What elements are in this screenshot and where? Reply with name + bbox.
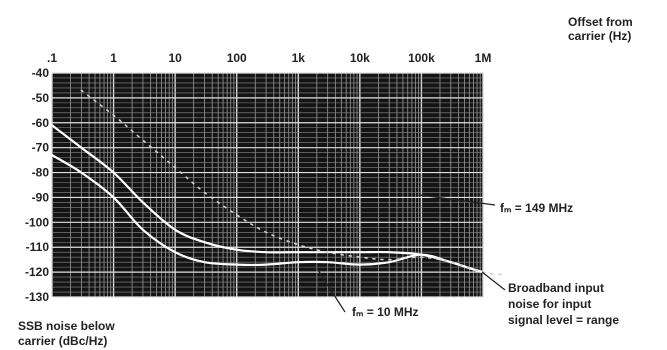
y-axis-ticks: -40 -50 -60 -70 -80 -90 -100 -110 -120 -130 [25,66,49,304]
y-tick-label: -130 [25,290,49,304]
leader-line-broadband [481,271,506,291]
x-tick-label: 1k [292,51,306,65]
series-layer [50,89,503,276]
series-line-10mhz [50,154,503,276]
x-axis-ticks: .1 1 10 100 1k 10k 100k 1M [47,51,491,65]
y-tick-label: -110 [26,240,50,254]
y-axis-title-line1: SSB noise below [18,319,115,333]
y-tick-label: -120 [25,265,49,279]
x-tick-label: 10 [168,51,182,65]
y-axis-title-line2: carrier (dBc/Hz) [18,334,107,348]
y-tick-label: -80 [32,166,50,180]
annotation-broadband-line: signal level = range [508,313,619,327]
plot-area [51,72,484,298]
annotation-layer: fₘ = 149 MHz fₘ = 10 MHz Broadband input no… [317,194,619,327]
x-tick-label: 100 [227,51,247,65]
annotation-149mhz: fₘ = 149 MHz [500,201,573,215]
x-tick-label: .1 [47,51,57,65]
annotation-broadband-line: Broadband input [508,281,604,295]
y-tick-label: -100 [25,215,49,229]
x-axis-title-line1: Offset from [568,15,633,29]
y-tick-label: -50 [32,91,50,105]
y-tick-label: -90 [32,190,50,204]
y-tick-label: -70 [32,141,50,155]
y-tick-label: -60 [32,116,50,130]
annotation-broadband-line: noise for input [508,297,591,311]
x-tick-label: 10k [350,51,370,65]
annotation-10mhz: fₘ = 10 MHz [352,305,419,319]
plot-frame [52,73,483,297]
x-tick-label: 1M [475,51,492,65]
y-tick-label: -40 [32,66,50,80]
x-axis-title-line2: carrier (Hz) [568,29,631,43]
x-tick-label: 1 [110,51,117,65]
leader-line-10mhz [317,269,346,313]
leader-line-149mhz [419,194,496,206]
x-tick-label: 100k [408,51,435,65]
